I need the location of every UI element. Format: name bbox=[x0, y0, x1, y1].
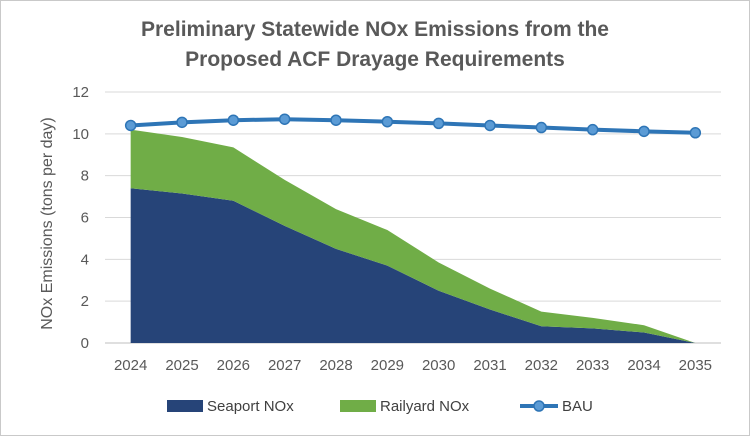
y-axis-ticks: 0 2 4 6 8 10 12 bbox=[72, 84, 89, 352]
bau-point bbox=[638, 125, 650, 138]
x-tick-label: 2031 bbox=[473, 357, 506, 374]
chart-title: Preliminary Statewide NOx Emissions from… bbox=[1, 15, 749, 75]
bau-point bbox=[432, 117, 445, 130]
x-tick-label: 2033 bbox=[576, 357, 609, 374]
legend-swatch-seaport-nox bbox=[167, 400, 203, 412]
x-axis-ticks: 2024 2025 2026 2027 2028 2029 2030 2031 2032 2033… bbox=[114, 357, 712, 374]
x-tick-label: 2028 bbox=[319, 357, 352, 374]
y-tick-label: 4 bbox=[81, 251, 89, 268]
bau-line-series bbox=[124, 113, 702, 139]
x-tick-label: 2027 bbox=[268, 357, 301, 374]
x-tick-label: 2034 bbox=[627, 357, 660, 374]
y-tick-label: 6 bbox=[81, 210, 89, 227]
y-axis-label: NOx Emissions (tons per day) bbox=[39, 117, 56, 330]
legend: Seaport NOx Railyard NOx BAU bbox=[167, 398, 593, 415]
bau-point bbox=[484, 119, 496, 132]
x-tick-label: 2026 bbox=[217, 357, 250, 374]
bau-point bbox=[227, 114, 240, 126]
legend-label-bau: BAU bbox=[562, 398, 593, 415]
legend-label-seaport-nox: Seaport NOx bbox=[207, 398, 294, 415]
x-tick-label: 2029 bbox=[371, 357, 404, 374]
bau-point bbox=[330, 114, 342, 126]
y-tick-label: 8 bbox=[81, 168, 89, 185]
bau-point bbox=[278, 113, 291, 125]
y-tick-label: 2 bbox=[81, 293, 89, 310]
bau-point bbox=[689, 127, 702, 139]
bau-line bbox=[130, 117, 696, 135]
x-tick-label: 2035 bbox=[679, 357, 712, 374]
legend-label-railyard-nox: Railyard NOx bbox=[380, 398, 470, 415]
bau-point bbox=[535, 121, 548, 134]
x-tick-label: 2024 bbox=[114, 357, 147, 374]
x-tick-label: 2025 bbox=[165, 357, 198, 374]
bau-point bbox=[586, 123, 599, 136]
y-tick-label: 0 bbox=[81, 335, 89, 352]
chart-title-line-1: Preliminary Statewide NOx Emissions from… bbox=[141, 18, 609, 41]
legend-swatch-railyard-nox bbox=[340, 400, 376, 412]
x-tick-label: 2030 bbox=[422, 357, 455, 374]
y-tick-label: 10 bbox=[72, 126, 89, 143]
area-seaport-nox bbox=[130, 188, 696, 343]
x-tick-label: 2032 bbox=[525, 357, 558, 374]
area-railyard-nox bbox=[130, 129, 696, 343]
area-series bbox=[130, 129, 696, 343]
bau-point bbox=[124, 119, 137, 132]
bau-point bbox=[176, 116, 188, 129]
bau-point bbox=[381, 115, 394, 128]
y-tick-label: 12 bbox=[72, 84, 89, 101]
chart-title-line-2: Proposed ACF Drayage Requirements bbox=[185, 48, 565, 71]
legend-marker-bau bbox=[533, 400, 545, 412]
